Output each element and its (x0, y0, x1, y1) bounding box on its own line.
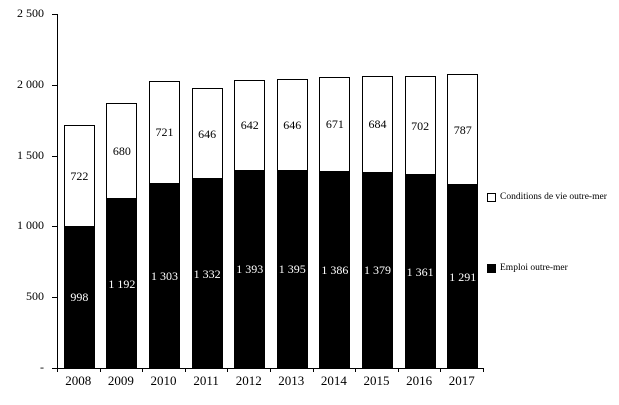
y-axis-tick-mark (52, 297, 57, 299)
bar-value-label: 646 (283, 117, 302, 132)
bar-value-label: 998 (70, 290, 89, 305)
bar-value-label: 1 192 (108, 276, 136, 291)
bar-value-label: 1 395 (278, 262, 306, 277)
x-axis-tick-mark (270, 369, 271, 372)
bar-value-label: 680 (112, 144, 131, 159)
x-axis-label: 2012 (235, 373, 262, 388)
bar-segment (149, 81, 180, 184)
bar-segment (234, 79, 266, 171)
bar-segment (106, 199, 138, 368)
bar-value-label: 1 361 (406, 264, 434, 279)
bar-value-label: 722 (70, 168, 89, 183)
x-axis-label: 2016 (406, 373, 433, 388)
y-axis-tick-mark (52, 84, 57, 86)
bar-segment (106, 102, 138, 200)
x-axis-label: 2015 (363, 373, 390, 388)
x-axis-label: 2013 (278, 373, 305, 388)
y-axis-tick-mark (52, 14, 57, 15)
bar-value-label: 1 303 (151, 268, 178, 283)
y-axis-tick-label: 500 (26, 289, 44, 304)
bar-segment (404, 175, 436, 368)
x-axis-label: 2008 (65, 373, 92, 388)
x-axis-label: 2011 (193, 373, 219, 388)
bar-segment (362, 75, 393, 173)
bar-value-label: 1 386 (321, 262, 349, 277)
bar-segment (276, 170, 308, 368)
bar-segment (362, 172, 393, 368)
x-axis-tick-mark (99, 369, 101, 372)
bar-segment (63, 226, 95, 368)
x-axis-tick-mark (397, 369, 399, 372)
legend-label: Emploi outre-mer (500, 263, 568, 273)
y-axis-tick-label: - (40, 360, 44, 374)
bar-value-label: 642 (240, 118, 259, 133)
x-axis-tick-mark (142, 369, 144, 372)
black-square-legend-icon (487, 264, 496, 273)
y-axis-tick-label: 1 000 (17, 218, 44, 233)
bar-value-label: 1 332 (193, 266, 221, 281)
x-axis-label: 2010 (150, 373, 177, 388)
x-axis-tick-mark (227, 369, 229, 372)
bar-segment (404, 75, 436, 176)
bar-segment (319, 76, 351, 172)
x-axis-tick-mark (355, 369, 357, 372)
bar-segment (234, 170, 266, 368)
bar-segment (191, 87, 223, 180)
y-axis-tick-mark (52, 226, 57, 228)
y-axis-tick-mark (52, 155, 57, 157)
white-square-legend-icon (487, 193, 496, 202)
bar-value-label: 721 (155, 125, 174, 140)
bar-segment (447, 73, 479, 186)
bar-segment (191, 179, 223, 368)
bar-value-label: 1 291 (449, 269, 477, 284)
x-axis-tick-mark (57, 369, 58, 372)
x-axis-tick-mark (483, 369, 484, 372)
y-axis-tick-label: 2 500 (17, 6, 44, 20)
x-axis-label: 2017 (448, 373, 475, 388)
y-axis-tick-label: 1 500 (17, 147, 44, 162)
bar-value-label: 1 393 (236, 262, 264, 277)
bar-value-label: 646 (198, 126, 217, 141)
bar-value-label: 787 (453, 122, 472, 137)
legend-label: Conditions de vie outre-mer (500, 192, 607, 202)
bar-segment (447, 185, 479, 368)
x-axis-tick-mark (184, 369, 186, 372)
legend-item-conditions-de-vie: Conditions de vie outre-mer (487, 192, 607, 203)
bar-value-label: 1 379 (364, 263, 391, 278)
x-axis-label: 2014 (320, 373, 347, 388)
bar-value-label: 702 (411, 118, 430, 133)
y-axis-tick-label: 2 000 (17, 76, 44, 91)
x-axis-tick-mark (440, 369, 442, 372)
plot-area: 998 722 1 192 680 1 303 721 1 332 646 1 393 642 1 … (57, 14, 484, 369)
bar-value-label: 671 (325, 117, 344, 132)
y-axis-tick-mark (52, 368, 57, 369)
bar-segment (276, 79, 308, 171)
legend-item-emploi: Emploi outre-mer (487, 263, 568, 274)
bar-segment (319, 171, 351, 368)
bar-segment (149, 183, 180, 368)
x-axis-tick-mark (312, 369, 314, 372)
bar-segment (63, 124, 95, 227)
bar-value-label: 684 (368, 117, 387, 132)
x-axis-label: 2009 (107, 373, 134, 388)
